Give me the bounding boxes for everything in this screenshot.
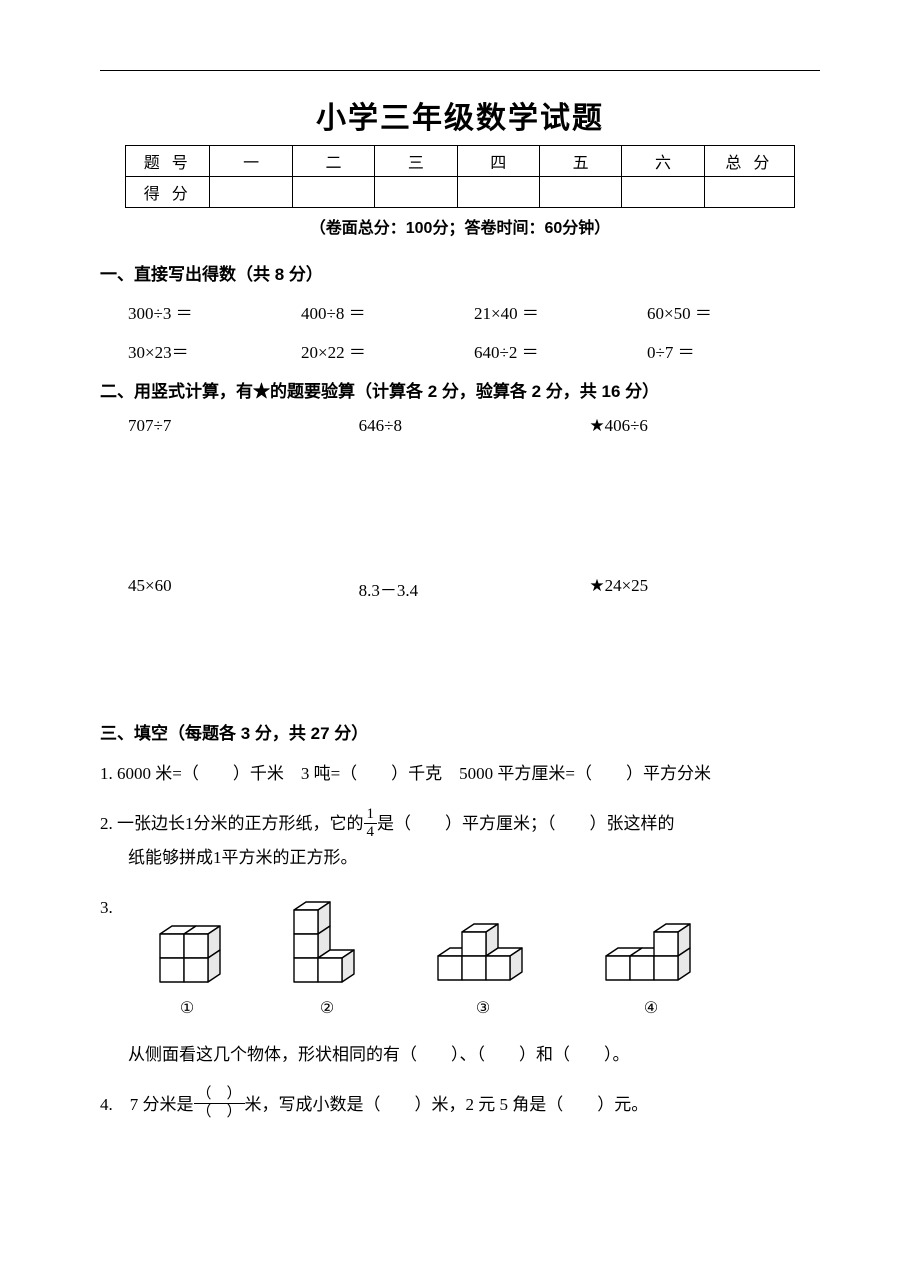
col-1: 一 [210,146,292,177]
q4: 4. 7 分米是（ ）（ ）米，写成小数是（ ）米，2 元 5 角是（ ）元。 [100,1089,820,1123]
cube-svg-2 [284,896,370,988]
fraction-blank: （ ）（ ） [194,1087,245,1120]
label-1: ① [180,994,194,1024]
section-1-heading: 一、直接写出得数（共 8 分） [100,260,820,285]
s1-r1-d: 60×50 ＝ [647,299,820,324]
section-2-heading: 二、用竖式计算，有★的题要验算（计算各 2 分，验算各 2 分，共 16 分） [100,377,820,402]
cube-shape-3: ③ [428,916,538,1024]
s2-r2-c: ★24×25 [589,576,820,601]
fraction-1-4: 14 [364,807,378,840]
frac-num: 1 [364,807,378,824]
col-total: 总 分 [704,146,794,177]
label-4: ④ [644,994,658,1024]
s2-r2-b: 8.3－3.4 [359,576,590,601]
q3-prefix: 3. [100,892,124,924]
cube-shape-4: ④ [596,916,706,1024]
s1-r2-b: 20×22 ＝ [301,338,474,363]
workspace-2 [100,601,820,711]
score-6 [622,177,704,208]
cube-figures: ① [148,896,820,1024]
q2-part-b: 是（ ）平方厘米；（ ）张这样的 [377,814,675,833]
s1-r1-b: 400÷8 ＝ [301,299,474,324]
workspace-1 [100,436,820,576]
s2-r1-c: ★406÷6 [589,416,820,436]
score-table: 题 号 一 二 三 四 五 六 总 分 得 分 [125,145,795,208]
q1: 1. 6000 米=（ ）千米 3 吨=（ ）千克 5000 平方厘米=（ ）平… [100,758,820,790]
top-rule [100,70,820,71]
s1-r2-c: 640÷2 ＝ [474,338,647,363]
cube-shape-1: ① [148,920,226,1024]
hdr-label: 题 号 [126,146,210,177]
s1-r2-d: 0÷7 ＝ [647,338,820,363]
exam-page: 小学三年级数学试题 题 号 一 二 三 四 五 六 总 分 得 分 （卷面总分：… [0,0,920,1274]
score-4 [457,177,539,208]
s2-r1-b: 646÷8 [359,416,590,436]
s2-row-2: 45×60 8.3－3.4 ★24×25 [128,576,820,601]
q4-part-a: 4. 7 分米是 [100,1095,194,1114]
cube-svg-4 [596,916,706,988]
q4-part-b: 米，写成小数是（ ）米，2 元 5 角是（ ）元。 [245,1095,649,1114]
col-5: 五 [539,146,621,177]
s1-r1-c: 21×40 ＝ [474,299,647,324]
cube-svg-3 [428,916,538,988]
q2-part-c: 纸能够拼成1平方米的正方形。 [128,848,358,867]
frac-den-blank: （ ） [194,1104,245,1120]
frac-den: 4 [364,824,378,840]
q3: 3. [100,892,820,1071]
col-6: 六 [622,146,704,177]
page-title: 小学三年级数学试题 [100,93,820,137]
s2-r1-a: 707÷7 [128,416,359,436]
exam-info: （卷面总分：100分；答卷时间：60分钟） [100,214,820,238]
cube-svg-1 [148,920,226,988]
s1-r2-a: 30×23＝ [128,338,301,363]
s1-r1-a: 300÷3 ＝ [128,299,301,324]
col-3: 三 [375,146,457,177]
score-1 [210,177,292,208]
s1-row-2: 30×23＝ 20×22 ＝ 640÷2 ＝ 0÷7 ＝ [128,338,820,363]
cube-shape-2: ② [284,896,370,1024]
q3-text: 从侧面看这几个物体，形状相同的有（ ）、（ ）和（ ）。 [128,1039,820,1071]
score-total [704,177,794,208]
score-header-row: 题 号 一 二 三 四 五 六 总 分 [126,146,795,177]
score-label: 得 分 [126,177,210,208]
frac-num-blank: （ ） [194,1087,245,1104]
score-3 [375,177,457,208]
q2-part-a: 2. 一张边长1分米的正方形纸，它的 [100,814,364,833]
label-3: ③ [476,994,490,1024]
score-value-row: 得 分 [126,177,795,208]
score-5 [539,177,621,208]
q2: 2. 一张边长1分米的正方形纸，它的14是（ ）平方厘米；（ ）张这样的 纸能够… [100,808,820,874]
col-4: 四 [457,146,539,177]
s1-row-1: 300÷3 ＝ 400÷8 ＝ 21×40 ＝ 60×50 ＝ [128,299,820,324]
section-3-heading: 三、填空（每题各 3 分，共 27 分） [100,719,820,744]
s2-r2-a: 45×60 [128,576,359,601]
s2-row-1: 707÷7 646÷8 ★406÷6 [128,416,820,436]
score-2 [292,177,374,208]
col-2: 二 [292,146,374,177]
label-2: ② [320,994,334,1024]
